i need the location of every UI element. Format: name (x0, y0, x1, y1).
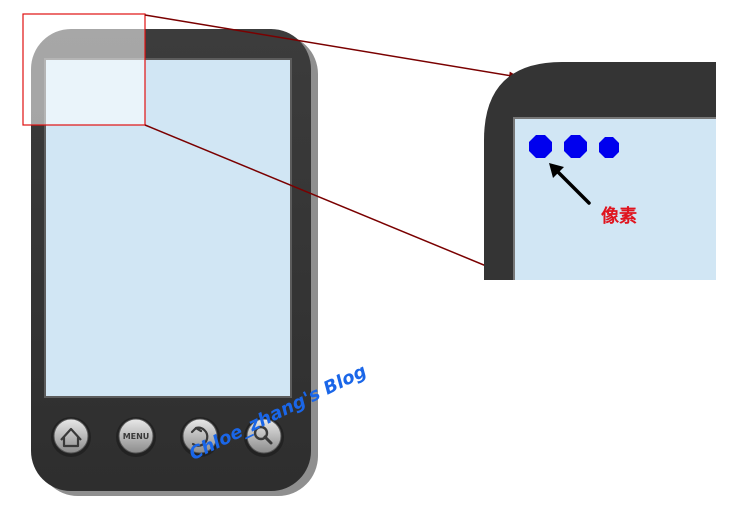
pixel-dot (599, 137, 619, 158)
home-icon (60, 427, 82, 448)
zoomed-inset (484, 62, 716, 280)
zoom-arrow-bottom (144, 124, 509, 276)
pixel-dot (529, 135, 552, 158)
home-button[interactable] (51, 417, 91, 457)
search-icon (253, 425, 273, 445)
phone: MENU (31, 29, 318, 496)
menu-button[interactable]: MENU (116, 417, 156, 457)
pixel-label: 像素 (601, 206, 637, 227)
zoom-arrow-top (144, 14, 519, 80)
pointer-arrow (554, 168, 591, 205)
pointer-arrowhead (549, 163, 564, 178)
back-icon (190, 426, 209, 447)
highlight-box (22, 13, 146, 126)
pixel-dot (564, 135, 587, 158)
menu-label: MENU (123, 432, 150, 441)
back-button[interactable] (180, 417, 220, 457)
search-button[interactable] (244, 417, 284, 457)
